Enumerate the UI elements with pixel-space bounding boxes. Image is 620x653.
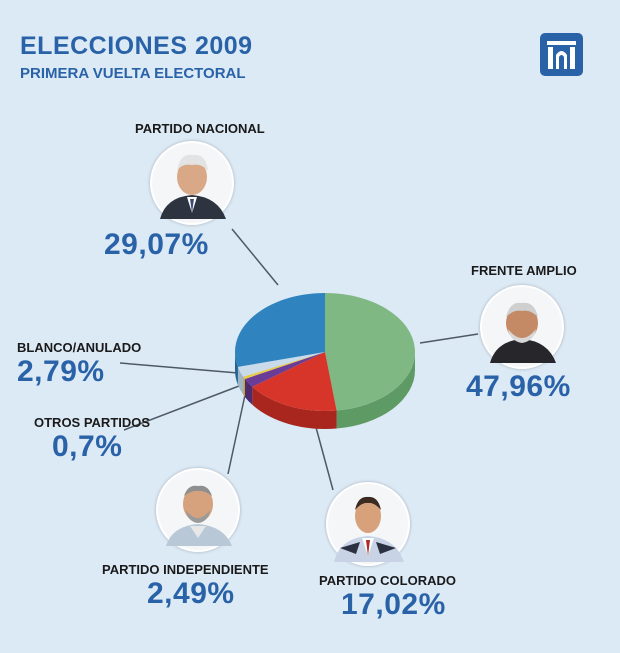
pct-partido-independiente: 2,49% [147, 577, 235, 610]
candidate-photo-partido-nacional [150, 141, 234, 225]
leader-line-3 [123, 385, 240, 431]
pie-side-3 [243, 376, 245, 397]
pie-slice-otros-partidos [243, 352, 325, 379]
leader-lines [119, 228, 479, 491]
pie-slice-frente-amplio [325, 293, 415, 411]
institution-logo-icon [540, 33, 583, 76]
page-title: ELECCIONES 2009 [20, 32, 253, 60]
pie-slice-partido-colorado [252, 352, 337, 411]
candidate-photo-frente-amplio [480, 285, 564, 369]
label-partido-colorado: PARTIDO COLORADO [319, 573, 456, 588]
candidate-photo-partido-independiente [156, 468, 240, 552]
pct-partido-nacional: 29,07% [104, 228, 209, 261]
leader-line-5 [231, 228, 279, 286]
pct-frente-amplio: 47,96% [466, 370, 571, 403]
pie-side-4 [237, 366, 244, 395]
pie-side-2 [244, 378, 253, 405]
pie-side-1 [252, 386, 337, 429]
pie-slice-blanco-anulado [237, 352, 325, 377]
leader-line-0 [419, 333, 479, 344]
pct-blanco-anulado: 2,79% [17, 355, 105, 388]
label-frente-amplio: FRENTE AMPLIO [471, 263, 577, 278]
pie-slices [234, 293, 415, 411]
label-partido-nacional: PARTIDO NACIONAL [135, 121, 265, 136]
pie-slice-partido-independiente [244, 352, 325, 387]
pie-slice-partido-nacional [234, 293, 325, 367]
label-partido-independiente: PARTIDO INDEPENDIENTE [102, 562, 269, 577]
pie-sides [235, 352, 415, 429]
pct-partido-colorado: 17,02% [341, 588, 446, 621]
label-blanco-anulado: BLANCO/ANULADO [17, 340, 142, 355]
candidate-photo-partido-colorado [326, 482, 410, 566]
leader-line-1 [313, 419, 334, 491]
pct-otros-partidos: 0,7% [52, 430, 123, 463]
pie-side-5 [235, 352, 238, 385]
leader-line-4 [119, 362, 239, 374]
label-otros-partidos: OTROS PARTIDOS [34, 415, 151, 430]
pie-side-0 [336, 352, 415, 429]
page-subtitle: PRIMERA VUELTA ELECTORAL [20, 65, 246, 82]
leader-line-2 [227, 394, 246, 475]
